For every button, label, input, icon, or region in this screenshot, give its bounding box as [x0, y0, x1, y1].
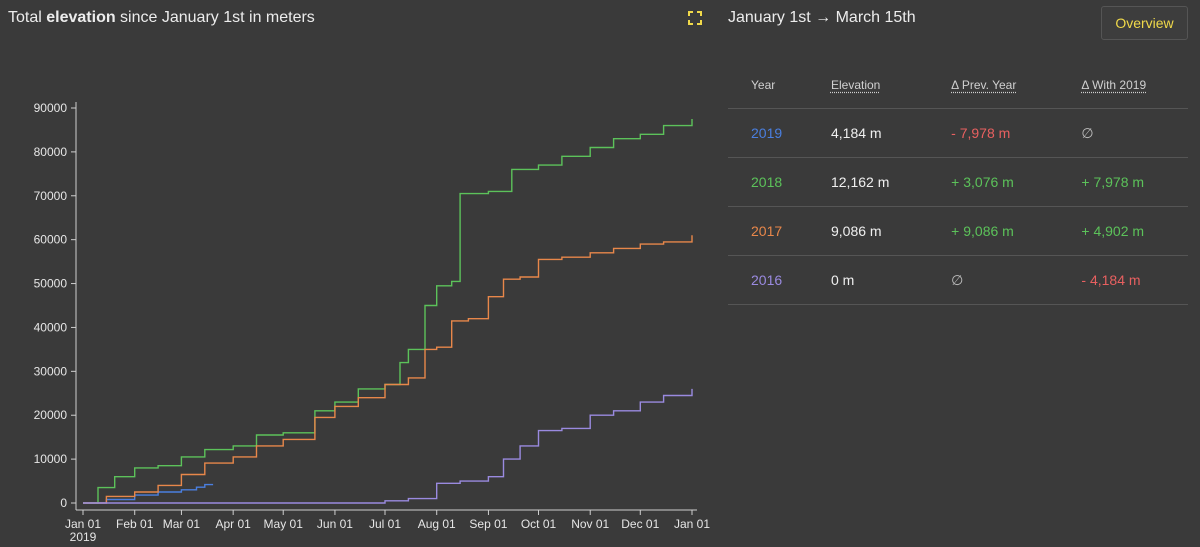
y-tick-label: 80000 — [34, 145, 68, 159]
series-line-2016 — [83, 388, 693, 504]
series-line-2019 — [83, 483, 214, 504]
y-tick-label: 60000 — [34, 233, 68, 247]
x-tick-label: Sep 01 — [469, 517, 507, 531]
chart-axes: 0 10000 20000 30000 40000 50000 60000 70000 8000… — [34, 101, 711, 544]
x-tick-label: Nov 01 — [571, 517, 609, 531]
table-row: 2019 4,184 m - 7,978 m ∅ — [728, 108, 1188, 158]
cell-year: 2016 — [728, 255, 808, 305]
chart-title-post: since January 1st in meters — [115, 9, 315, 26]
x-tick-label: Jun 01 — [317, 517, 353, 531]
cell-with-2019: + 7,978 m — [1058, 157, 1188, 207]
cell-prev-year: + 3,076 m — [928, 157, 1059, 207]
x-tick-label: Apr 01 — [215, 517, 251, 531]
cell-elevation: 12,162 m — [807, 157, 929, 207]
cell-with-2019: - 4,184 m — [1058, 255, 1188, 305]
table-row: 2017 9,086 m + 9,086 m + 4,902 m — [728, 206, 1188, 256]
x-tick-label: Dec 01 — [621, 517, 659, 531]
table-row: 2016 0 m ∅ - 4,184 m — [728, 255, 1188, 305]
y-tick-label: 0 — [60, 496, 67, 510]
chart-title: Total elevation since January 1st in met… — [8, 9, 315, 27]
col-prev-year: Δ Prev. Year — [928, 62, 1059, 109]
x-tick-label: Mar 01 — [163, 517, 201, 531]
table-row: 2018 12,162 m + 3,076 m + 7,978 m — [728, 157, 1188, 207]
y-tick-label: 10000 — [34, 452, 68, 466]
cell-year: 2017 — [728, 206, 808, 256]
fullscreen-icon[interactable] — [688, 11, 702, 25]
chart-title-pre: Total — [8, 9, 47, 26]
y-tick-label: 40000 — [34, 320, 68, 334]
cell-prev-year: - 7,978 m — [928, 108, 1059, 158]
cell-elevation: 4,184 m — [807, 108, 929, 158]
col-with-2019: Δ With 2019 — [1058, 62, 1188, 109]
table-header-row: Year Elevation Δ Prev. Year Δ With 2019 — [728, 62, 1188, 109]
cell-elevation: 0 m — [807, 255, 929, 305]
cell-with-2019: + 4,902 m — [1058, 206, 1188, 256]
x-tick-label: Jan 01 — [674, 517, 710, 531]
cell-year: 2018 — [728, 157, 808, 207]
stats-table: Year Elevation Δ Prev. Year Δ With 2019 … — [728, 62, 1188, 305]
x-tick-sublabel: 2019 — [70, 530, 97, 544]
series-line-2018 — [83, 119, 693, 504]
x-tick-label: Aug 01 — [418, 517, 456, 531]
y-tick-label: 20000 — [34, 408, 68, 422]
y-tick-label: 30000 — [34, 364, 68, 378]
x-tick-label: Feb 01 — [116, 517, 154, 531]
series-line-2017 — [83, 235, 693, 504]
cell-prev-year: + 9,086 m — [928, 206, 1059, 256]
date-range-label: January 1st → March 15th — [728, 9, 916, 26]
overview-button[interactable]: Overview — [1101, 6, 1188, 40]
cell-with-2019: ∅ — [1058, 108, 1188, 158]
y-tick-label: 90000 — [34, 101, 68, 115]
y-tick-label: 50000 — [34, 277, 68, 291]
y-tick-label: 70000 — [34, 189, 68, 203]
col-elevation: Elevation — [807, 62, 929, 109]
elevation-chart: 0 10000 20000 30000 40000 50000 60000 70000 8000… — [34, 101, 711, 544]
x-tick-label: Oct 01 — [521, 517, 557, 531]
cell-elevation: 9,086 m — [807, 206, 929, 256]
chart-series — [83, 119, 693, 504]
x-tick-label: Jul 01 — [369, 517, 401, 531]
x-tick-label: Jan 01 — [65, 517, 101, 531]
col-year: Year — [728, 62, 808, 109]
cell-prev-year: ∅ — [928, 255, 1059, 305]
chart-title-bold: elevation — [46, 9, 116, 26]
x-tick-label: May 01 — [264, 517, 304, 531]
cell-year: 2019 — [728, 108, 808, 158]
